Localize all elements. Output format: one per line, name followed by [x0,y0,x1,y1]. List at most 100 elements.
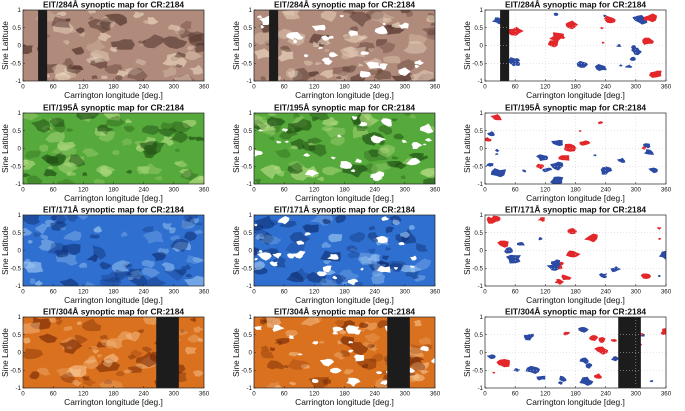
map-texture [312,41,320,48]
map-texture [379,147,390,154]
map-texture [57,162,79,176]
x-tick-label: 300 [400,289,411,296]
map-texture [409,69,435,81]
map-texture [23,113,40,121]
map-texture [270,219,279,226]
panel-title: EIT/195Å synoptic map for CR:2184 [274,103,415,113]
masked-region [411,142,423,149]
y-axis-label: Sine Latitude [231,124,241,173]
bright-region [594,373,602,379]
map-texture [371,346,379,352]
y-tick-label: 1 [249,314,253,321]
x-tick-label: 300 [169,187,180,194]
map-texture [287,162,303,174]
map-texture [46,127,52,132]
map-texture [174,161,182,166]
map-texture [82,318,102,332]
bright-region [558,155,570,161]
map-texture [23,348,44,360]
map-texture [319,69,334,79]
y-tick-label: 0.5 [12,230,21,237]
map-texture [87,18,112,34]
masked-region [410,255,417,261]
y-tick-label: 1 [249,212,253,219]
map-texture [38,239,57,251]
bright-region [485,137,492,142]
dark-region [649,380,654,383]
map-texture [408,152,424,162]
map-texture [174,148,181,152]
bright-region [563,331,570,336]
x-tick-label: 60 [512,391,519,398]
masked-region [321,35,331,41]
map-texture [189,317,197,323]
map-texture [262,126,276,136]
map-texture [99,380,124,388]
map-texture [99,261,113,270]
map-texture [347,251,360,259]
map-texture [376,39,388,47]
map-texture [267,113,277,116]
y-tick-label: 0 [249,248,253,255]
map-texture [112,260,130,273]
y-tick-label: 1 [18,7,22,14]
map-texture [97,124,115,135]
masked-region [297,353,303,356]
y-axis-label: Sine Latitude [0,124,10,173]
map-texture [116,69,129,77]
dark-region [576,60,588,68]
masked-region [287,253,296,259]
dark-region [625,64,633,68]
panel-r4-c1: EIT/304Å synoptic map for CR:2184 0 60 120 1… [0,307,210,408]
map-texture [381,255,390,261]
map-texture [301,364,310,369]
map-texture [139,141,158,150]
map-texture [59,371,76,384]
dark-region [593,154,597,157]
map-texture [322,218,331,225]
panel-r1-c1: EIT/284Å synoptic map for CR:2184 0 60 120 1… [0,0,210,100]
map-texture [314,61,322,66]
y-tick-label: -1 [15,181,21,188]
map-texture [127,365,143,374]
masked-region [258,250,263,253]
dark-region [536,375,546,381]
panel-title: EIT/284Å synoptic map for CR:2184 [274,0,415,10]
map-texture [426,15,435,23]
dark-region [525,365,541,374]
map-texture [328,233,343,243]
map-texture [169,131,189,144]
y-axis-label: Sine Latitude [462,226,472,275]
y-tick-label: -1 [246,181,252,188]
map-texture [23,322,41,334]
y-tick-label: 1 [480,110,484,117]
masked-region [260,25,265,29]
panel-r1-c2: EIT/284Å synoptic map for CR:2184 0 60 120 1… [231,0,441,100]
map-texture [188,136,195,141]
map-texture [104,64,123,74]
map-texture [287,70,298,78]
map-texture [400,10,411,14]
map-image [23,10,204,81]
map-texture [395,162,407,170]
map-texture [291,267,311,281]
map-texture [290,138,305,150]
map-texture [147,17,159,25]
map-texture [280,45,292,53]
masked-region [293,250,306,259]
y-tick-label: 1 [18,110,22,117]
map-texture [413,275,426,282]
masked-region [346,377,361,387]
masked-region [374,25,388,35]
map-texture [55,319,63,326]
map-texture [23,173,31,178]
map-texture [275,148,291,159]
y-tick-label: -0.5 [241,60,252,67]
y-tick-label: -1 [477,283,483,290]
map-image [254,215,435,286]
map-texture [80,376,90,381]
map-texture [423,177,435,184]
map-texture [367,48,375,52]
bright-region [594,346,609,355]
map-texture [391,21,401,28]
